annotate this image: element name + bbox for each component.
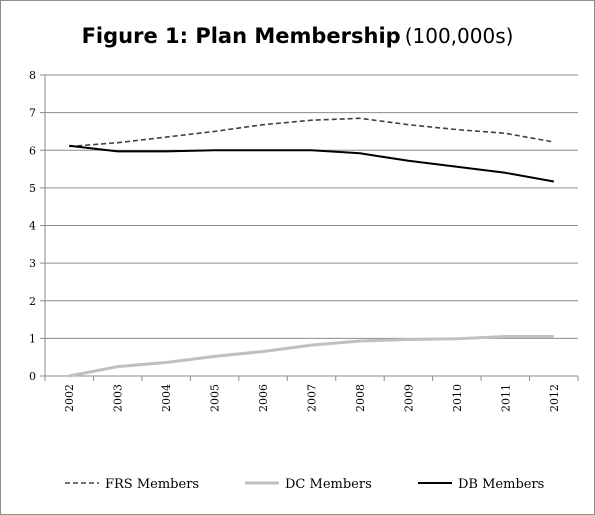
legend: FRS Members DC Members DB Members <box>65 477 544 492</box>
y-tick-label: 8 <box>29 69 36 82</box>
x-tick-labels: 2002 2003 2004 2005 2006 2007 2008 2009 2010 2011… <box>63 384 561 412</box>
chart-title: Figure 1: Plan Membership <box>81 24 401 48</box>
y-tick-label: 0 <box>29 370 36 383</box>
y-tick-label: 3 <box>29 257 36 270</box>
x-tick-label: 2008 <box>354 384 367 412</box>
x-tick-label: 2006 <box>257 384 270 412</box>
x-tick-label: 2010 <box>451 384 464 412</box>
axes <box>40 74 579 381</box>
series-lines <box>68 117 554 378</box>
series-line-frs-members <box>69 117 554 148</box>
legend-label: DC Members <box>285 477 372 492</box>
legend-label: FRS Members <box>105 477 199 492</box>
x-tick-label: 2011 <box>499 384 512 412</box>
x-tick-label: 2002 <box>63 384 76 412</box>
x-tick-label: 2009 <box>402 384 415 412</box>
y-tick-label: 5 <box>29 182 36 195</box>
x-tick-label: 2003 <box>112 384 125 412</box>
x-tick-label: 2005 <box>209 384 222 412</box>
y-tick-label: 4 <box>29 220 36 233</box>
x-tick-label: 2012 <box>548 384 561 412</box>
legend-label: DB Members <box>458 477 544 492</box>
y-tick-labels: 0 1 2 3 4 5 6 7 8 <box>29 69 36 383</box>
gridlines <box>45 74 578 339</box>
x-tick-label: 2004 <box>160 384 173 412</box>
series-line-db-members <box>69 144 554 183</box>
y-tick-label: 2 <box>29 295 36 308</box>
y-tick-label: 6 <box>29 144 36 157</box>
y-tick-label: 1 <box>29 332 36 345</box>
x-tick-label: 2007 <box>306 384 319 412</box>
series-line-dc-members <box>68 335 554 378</box>
chart-title-block: Figure 1: Plan Membership (100,000s) <box>0 24 595 48</box>
chart-subtitle: (100,000s) <box>404 24 514 48</box>
y-tick-label: 7 <box>29 107 36 120</box>
